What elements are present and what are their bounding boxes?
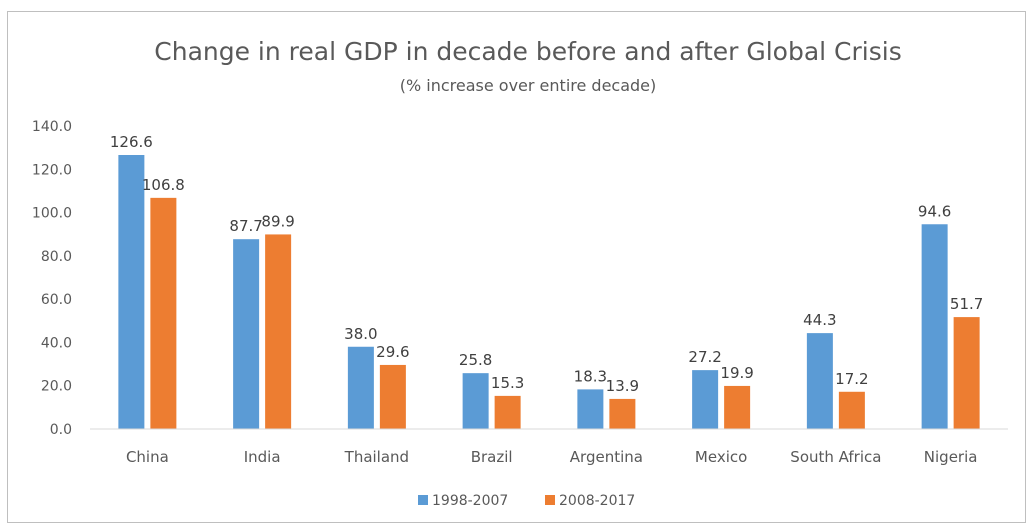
x-axis: China India Thailand Brazil Argentina Mexico S… (126, 448, 978, 466)
bar-series-2 (379, 364, 406, 429)
x-tick-label: Nigeria (924, 448, 978, 466)
legend-label: 2008-2017 (559, 493, 635, 509)
bar-series-1 (692, 370, 719, 429)
data-label: 87.7 (229, 217, 262, 235)
bar-series-2 (838, 391, 865, 429)
y-tick-label: 40.0 (41, 335, 72, 351)
y-tick-label: 140.0 (32, 119, 72, 135)
bar-series-2 (265, 234, 292, 429)
y-tick-label: 80.0 (41, 249, 72, 265)
y-tick-label: 0.0 (50, 422, 72, 438)
bar-series-1 (118, 155, 145, 429)
chart-title: Change in real GDP in decade before and … (154, 37, 901, 66)
bar-series-1 (921, 224, 948, 429)
data-label: 25.8 (459, 351, 492, 369)
x-tick-label: Argentina (570, 448, 643, 466)
data-label: 94.6 (918, 202, 951, 220)
chart-subtitle: (% increase over entire decade) (400, 76, 657, 95)
data-label: 38.0 (344, 325, 377, 343)
bars-group (118, 155, 980, 429)
bar-series-2 (150, 197, 177, 429)
y-axis: 0.0 20.0 40.0 60.0 80.0 100.0 120.0 140.0 (32, 119, 72, 438)
bar-series-1 (233, 239, 260, 429)
bar-series-2 (724, 385, 751, 429)
x-tick-label: Mexico (695, 448, 747, 466)
bar-series-1 (347, 346, 374, 429)
data-label: 18.3 (574, 367, 607, 385)
bar-series-1 (806, 333, 833, 429)
x-tick-label: Thailand (344, 448, 409, 466)
bar-series-1 (577, 389, 604, 429)
y-tick-label: 100.0 (32, 206, 72, 222)
bar-series-1 (462, 373, 489, 429)
y-tick-label: 20.0 (41, 379, 72, 395)
data-label: 29.6 (376, 343, 409, 361)
legend-swatch (418, 495, 428, 505)
y-tick-label: 120.0 (32, 162, 72, 178)
bar-series-2 (609, 398, 636, 429)
bar-series-2 (953, 317, 980, 429)
legend: 1998-2007 2008-2017 (418, 493, 635, 509)
x-tick-label: South Africa (790, 448, 881, 466)
data-label: 17.2 (835, 370, 868, 388)
data-label: 13.9 (606, 377, 639, 395)
x-tick-label: India (244, 448, 281, 466)
x-tick-label: Brazil (471, 448, 513, 466)
data-label: 15.3 (491, 374, 524, 392)
data-label: 106.8 (142, 176, 185, 194)
chart-frame (7, 11, 1026, 523)
data-labels-group: 126.6 106.8 87.789.9 38.029.6 25.8 15.3 18.313… (110, 133, 983, 395)
bar-series-2 (494, 395, 521, 429)
data-label: 44.3 (803, 311, 836, 329)
y-tick-label: 60.0 (41, 292, 72, 308)
data-label: 126.6 (110, 133, 153, 151)
data-label: 19.9 (720, 364, 753, 382)
legend-swatch (545, 495, 555, 505)
data-label: 51.7 (950, 295, 983, 313)
legend-label: 1998-2007 (432, 493, 508, 509)
data-label: 89.9 (261, 212, 294, 230)
data-label: 27.2 (688, 348, 721, 366)
x-tick-label: China (126, 448, 169, 466)
